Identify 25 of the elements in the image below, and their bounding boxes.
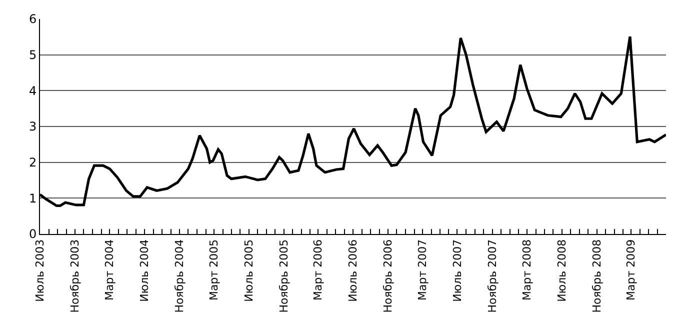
x-tick-label: Июль 2007 [450,239,464,302]
y-tick-label: 3 [28,120,37,134]
x-tick-label: Март 2009 [624,239,638,301]
x-tick-label: Июль 2005 [242,239,256,302]
x-tick-label: Ноябрь 2007 [486,239,499,313]
y-tick-label: 6 [28,12,37,26]
x-tick-label: Июль 2003 [34,239,47,302]
x-tick-label: Июль 2008 [555,239,568,302]
x-tick-label: Ноябрь 2003 [68,239,82,313]
x-tick-label: Ноябрь 2004 [173,239,186,313]
x-tick-label: Июль 2006 [346,239,360,302]
x-tick-label: Март 2005 [207,239,220,301]
y-tick-label: 5 [28,48,37,62]
y-tick-label: 2 [28,156,37,170]
x-tick-label: Март 2008 [520,239,534,301]
x-tick-label: Ноябрь 2008 [590,239,604,313]
x-tick-label: Июль 2004 [138,239,152,302]
y-tick-label: 4 [28,84,37,98]
x-tick-label: Ноябрь 2005 [277,239,290,313]
x-tick-label: Март 2007 [416,239,429,301]
y-tick-label: 1 [28,191,37,206]
x-tick-label: Март 2004 [103,239,116,301]
x-tick-label: Март 2006 [312,239,325,301]
y-tick-label: 0 [28,227,37,242]
x-tick-label: Ноябрь 2006 [382,239,395,313]
